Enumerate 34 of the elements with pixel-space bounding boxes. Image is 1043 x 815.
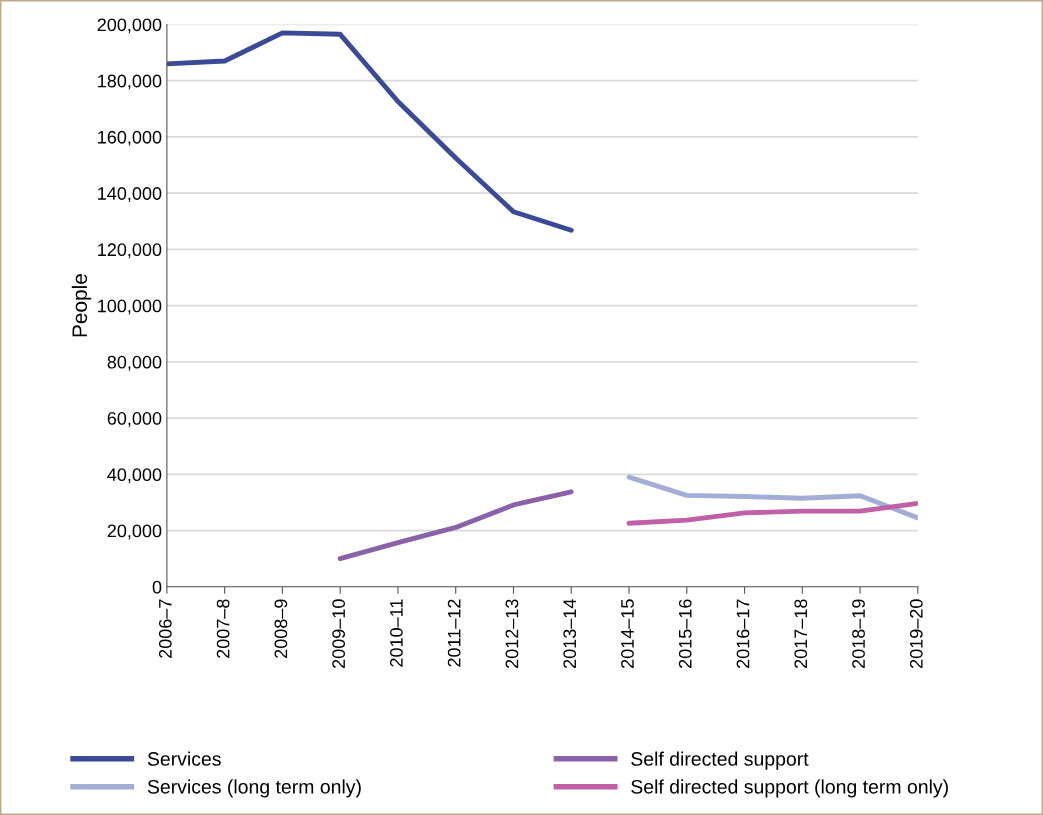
- line-series: [166, 30, 574, 233]
- y-tick-label: 160,000: [98, 130, 162, 146]
- line-series: [337, 489, 574, 562]
- x-tick-label: 2010–11: [390, 599, 403, 667]
- y-tick-label: 0: [152, 580, 162, 594]
- x-tick-label: 2009–10: [332, 599, 346, 668]
- y-tick-label: 120,000: [98, 243, 162, 259]
- y-tick-label: 80,000: [107, 355, 162, 371]
- legend-label: Services (long term only): [147, 779, 361, 798]
- y-tick-label: 140,000: [98, 187, 162, 203]
- x-tick-label: 2007–8: [216, 599, 230, 658]
- x-tick-label: 2008–9: [274, 599, 288, 658]
- legend-label: Services: [147, 751, 221, 766]
- x-tick-label: 2017–18: [794, 599, 808, 668]
- y-tick-label: 100,000: [98, 299, 162, 315]
- legend-label: Self directed support (long term only): [631, 779, 948, 798]
- y-tick-label: 180,000: [98, 74, 162, 90]
- y-tick-label: 200,000: [97, 18, 162, 34]
- x-tick-label: 2014–15: [621, 599, 634, 668]
- x-tick-label: 2011–12: [447, 599, 461, 667]
- y-tick-label: 60,000: [107, 412, 162, 427]
- x-tick-label: 2013–14: [563, 599, 577, 668]
- x-tick-label: 2019–20: [909, 599, 923, 668]
- x-tick-label: 2012–13: [505, 599, 519, 668]
- y-tick-label: 20,000: [107, 524, 162, 540]
- x-tick-label: 2015–16: [678, 599, 692, 668]
- x-tick-label: 2006–7: [158, 599, 172, 658]
- y-tick-label: 40,000: [107, 468, 162, 484]
- x-tick-label: 2016–17: [736, 599, 750, 668]
- line-series: [626, 474, 918, 521]
- y-axis-title: People: [71, 274, 92, 337]
- legend-label: Self directed support: [631, 751, 809, 770]
- line-series: [626, 500, 918, 526]
- x-tick-label: 2018–19: [852, 599, 865, 668]
